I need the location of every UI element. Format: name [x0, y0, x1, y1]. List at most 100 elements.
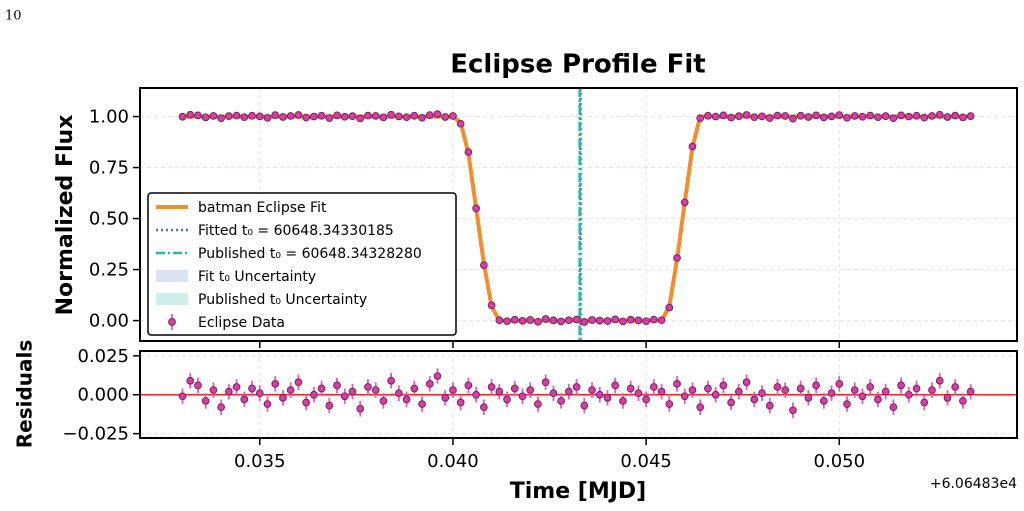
data-point — [557, 397, 565, 405]
y-tick-label: 0.025 — [77, 346, 129, 367]
data-point — [263, 400, 272, 408]
axes-frame — [139, 350, 1018, 439]
y-axis-label: Residuals — [13, 340, 37, 449]
data-point — [402, 395, 411, 404]
data-point — [248, 384, 256, 393]
data-point — [866, 111, 875, 120]
data-point — [673, 379, 681, 388]
data-point — [773, 383, 782, 391]
data-point — [364, 383, 372, 391]
data-point — [194, 381, 202, 390]
data-point — [742, 378, 751, 387]
data-point — [510, 384, 519, 393]
data-point — [959, 113, 967, 122]
data-point — [418, 113, 426, 122]
data-point — [534, 317, 542, 326]
data-point — [904, 112, 913, 121]
data-point — [688, 142, 697, 151]
data-point — [225, 387, 233, 396]
data-point — [611, 315, 620, 324]
data-point — [371, 112, 380, 120]
data-point — [178, 392, 187, 401]
data-point — [680, 198, 689, 207]
data-point — [472, 390, 480, 399]
data-point — [449, 112, 457, 120]
data-point — [719, 381, 728, 390]
data-point — [217, 114, 225, 123]
legend-box — [147, 192, 457, 336]
data-point — [564, 316, 573, 325]
legend-label: Fitted t₀ = 60648.34330185 — [198, 223, 394, 239]
x-tick-label: 0.050 — [814, 451, 866, 472]
data-point — [526, 386, 535, 394]
data-point — [920, 113, 929, 122]
data-point — [510, 315, 519, 324]
data-point — [364, 111, 372, 120]
data-point — [379, 397, 388, 405]
data-point — [943, 393, 952, 402]
data-point — [765, 401, 774, 410]
data-point — [835, 111, 844, 119]
data-point — [619, 397, 627, 405]
data-point — [904, 390, 913, 399]
data-point — [680, 392, 689, 401]
chart-title: Eclipse Profile Fit — [450, 50, 705, 80]
data-point — [209, 386, 218, 394]
data-point — [541, 378, 550, 387]
data-point — [827, 389, 836, 398]
data-point — [225, 112, 233, 121]
data-point — [255, 112, 264, 121]
data-point — [881, 112, 890, 121]
data-point — [495, 316, 504, 325]
data-point — [765, 114, 774, 122]
data-point — [619, 317, 627, 326]
data-point — [874, 113, 882, 122]
data-point — [696, 403, 705, 412]
data-point — [294, 111, 303, 119]
data-point — [201, 397, 210, 405]
data-point — [789, 406, 797, 415]
data-point — [580, 401, 589, 410]
data-point — [379, 113, 388, 122]
data-point — [688, 386, 697, 394]
legend-label: Fit t₀ Uncertainty — [198, 269, 316, 285]
data-point — [534, 400, 542, 408]
data-point — [387, 110, 395, 119]
data-point — [858, 112, 867, 121]
data-point — [286, 112, 295, 120]
data-point — [340, 392, 349, 401]
data-point — [541, 315, 550, 323]
data-point — [549, 389, 558, 398]
data-point — [742, 111, 751, 119]
y-tick-label: 0.000 — [77, 385, 129, 406]
data-point — [665, 303, 674, 312]
data-point — [881, 387, 890, 396]
data-point — [657, 387, 666, 396]
data-point — [912, 111, 921, 120]
data-point — [263, 113, 272, 122]
data-point — [325, 401, 334, 410]
data-point — [217, 403, 225, 412]
data-point — [611, 381, 620, 390]
data-point — [649, 315, 658, 324]
data-point — [464, 381, 473, 390]
data-point — [874, 395, 882, 404]
data-point — [240, 395, 249, 404]
data-point — [425, 111, 434, 119]
y-tick-label: −0.025 — [62, 424, 129, 445]
data-point — [279, 113, 287, 121]
data-point — [843, 113, 851, 122]
data-point — [773, 111, 782, 120]
axes-frame — [139, 87, 1018, 342]
data-point — [850, 112, 859, 120]
data-point — [479, 403, 488, 412]
data-point — [564, 387, 573, 396]
data-point — [696, 114, 705, 123]
data-point — [835, 379, 844, 388]
data-point — [626, 384, 635, 393]
data-point — [719, 111, 728, 120]
data-point — [711, 390, 720, 399]
data-point — [194, 111, 202, 120]
data-point — [240, 113, 249, 122]
data-point — [580, 318, 589, 326]
